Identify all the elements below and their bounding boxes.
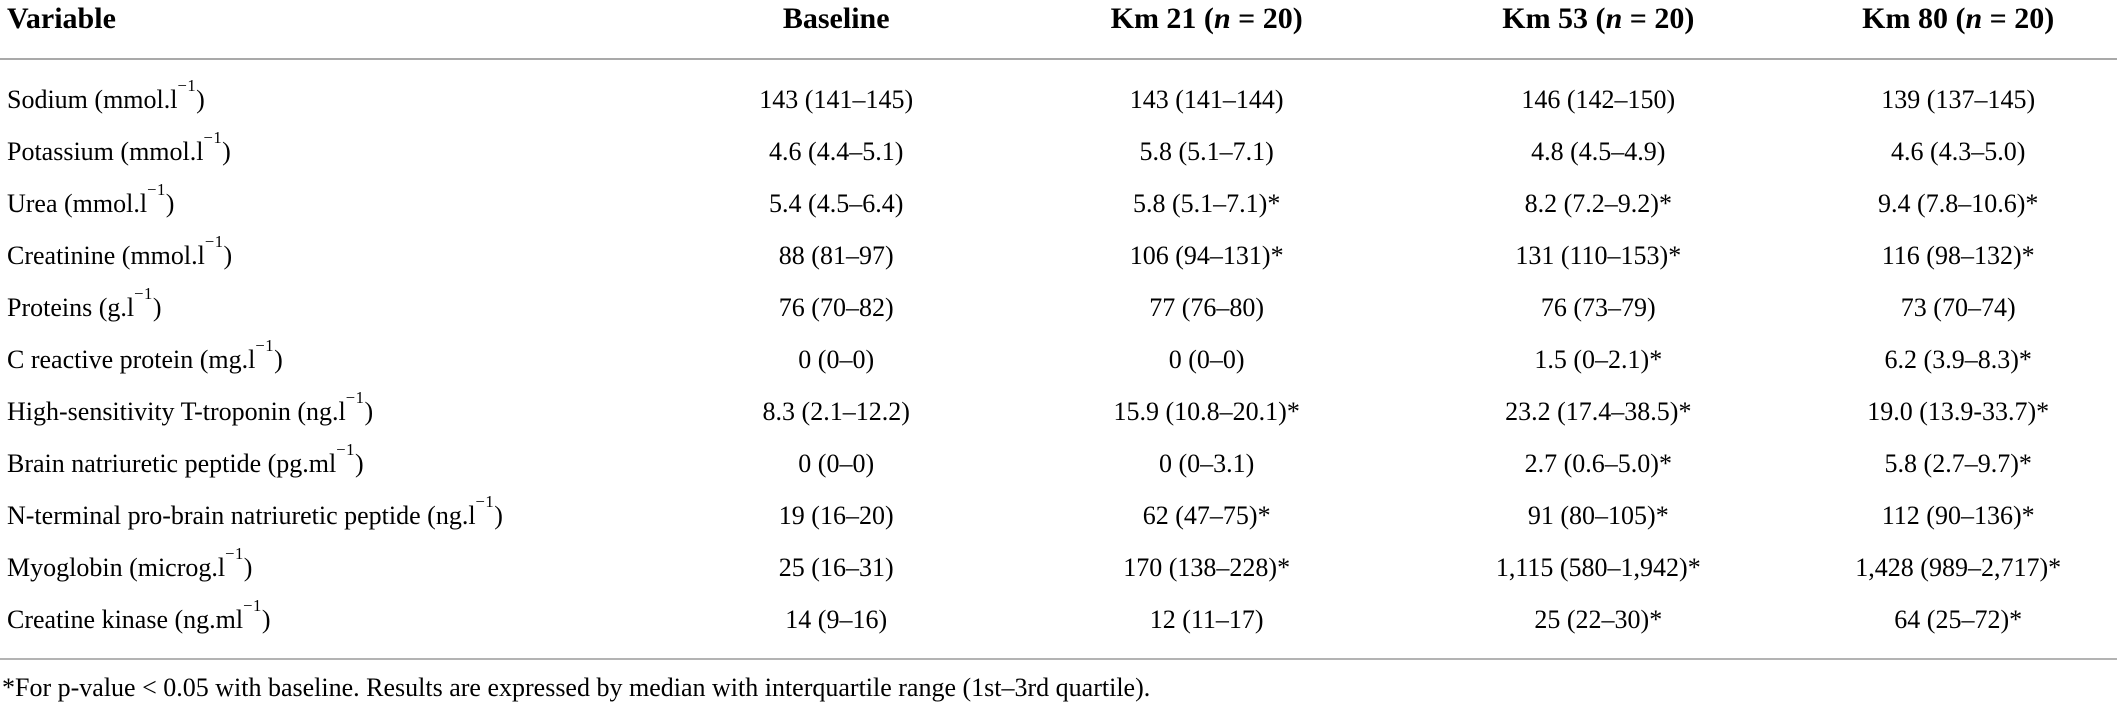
value-cell: 0 (0–0) [1168, 345, 1245, 374]
unit-exponent: −1 [225, 543, 244, 563]
unit-exponent: −1 [177, 75, 197, 95]
table-row: Creatinine (mmol.l−1) 88 (81–97) 106 (94–1… [0, 230, 2117, 282]
variable-cell: Urea (mmol.l−1) [7, 179, 175, 218]
column-header: Baseline [656, 0, 1016, 59]
variable-cell: Sodium (mmol.l−1) [7, 75, 205, 114]
n-symbol: n [1213, 2, 1231, 35]
variable-cell: Brain natriuretic peptide (pg.ml−1) [7, 439, 364, 478]
table-row: Proteins (g.l−1) 76 (70–82) 77 (76–80) 76 (… [0, 282, 2117, 334]
value-cell: 4.8 (4.5–4.9) [1531, 137, 1666, 166]
value-cell: 9.4 (7.8–10.6)* [1878, 189, 2039, 218]
value-cell: 76 (73–79) [1540, 293, 1656, 322]
value-cell: 0 (0–3.1) [1159, 449, 1255, 478]
value-cell: 1,428 (989–2,717)* [1855, 553, 2062, 582]
variable-cell: C reactive protein (mg.l−1) [7, 335, 283, 374]
footnote-text: For p-value < 0.05 with baseline. Result… [15, 673, 1151, 702]
table-row: Potassium (mmol.l−1) 4.6 (4.4–5.1) 5.8 (5.… [0, 126, 2117, 178]
value-cell: 106 (94–131)* [1129, 241, 1284, 270]
table-row: N-terminal pro-brain natriuretic peptide… [0, 490, 2117, 542]
unit-exponent: −1 [255, 335, 275, 355]
unit-exponent: −1 [147, 179, 166, 199]
variable-cell: Creatine kinase (ng.ml−1) [7, 595, 271, 634]
footnote-marker: * [2, 673, 15, 702]
value-cell: 146 (142–150) [1521, 85, 1676, 114]
table-body: Sodium (mmol.l−1) 143 (141–145) 143 (141–1… [0, 59, 2117, 659]
unit-exponent: −1 [134, 283, 153, 303]
value-cell: 1.5 (0–2.1)* [1534, 345, 1663, 374]
value-cell: 62 (47–75)* [1142, 501, 1271, 530]
value-cell: 91 (80–105)* [1527, 501, 1669, 530]
unit-exponent: −1 [243, 595, 262, 615]
column-header: Km 21 (n = 20) [1110, 2, 1303, 35]
value-cell: 25 (16–31) [778, 553, 894, 582]
unit-exponent: −1 [336, 439, 355, 459]
value-cell: 5.8 (5.1–7.1)* [1133, 189, 1281, 218]
value-cell: 5.4 (4.5–6.4) [769, 189, 904, 218]
unit-exponent: −1 [204, 231, 224, 251]
value-cell: 73 (70–74) [1900, 293, 2016, 322]
table-row: Urea (mmol.l−1) 5.4 (4.5–6.4) 5.8 (5.1–7.1… [0, 178, 2117, 230]
column-header: Km 80 (n = 20) [1862, 2, 2055, 35]
value-cell: 143 (141–145) [759, 85, 914, 114]
table-row: Sodium (mmol.l−1) 143 (141–145) 143 (141–1… [0, 59, 2117, 126]
value-cell: 19.0 (13.9-33.7)* [1867, 397, 2050, 426]
value-cell: 6.2 (3.9–8.3)* [1884, 345, 2032, 374]
value-cell: 77 (76–80) [1149, 293, 1265, 322]
value-cell: 8.3 (2.1–12.2) [762, 397, 910, 426]
value-cell: 131 (110–153)* [1515, 241, 1682, 270]
value-cell: 139 (137–145) [1881, 85, 2036, 114]
table-header: Variable Baseline Km 21 (n = 20) Km 53 (n =… [0, 0, 2117, 59]
n-symbol: n [1605, 2, 1623, 35]
value-cell: 88 (81–97) [778, 241, 894, 270]
value-cell: 1,115 (580–1,942)* [1495, 553, 1701, 582]
variable-cell: High-sensitivity T-troponin (ng.l−1) [7, 387, 374, 426]
column-header-variable: Variable [0, 0, 656, 59]
value-cell: 4.6 (4.3–5.0) [1891, 137, 2026, 166]
table-row: C reactive protein (mg.l−1) 0 (0–0) 0 (0–0… [0, 334, 2117, 386]
value-cell: 4.6 (4.4–5.1) [769, 137, 904, 166]
footnote: *For p-value < 0.05 with baseline. Resul… [2, 673, 2117, 703]
unit-exponent: −1 [345, 387, 365, 407]
variable-cell: Myoglobin (microg.l−1) [7, 543, 253, 582]
column-header: Km 53 (n = 20) [1502, 2, 1695, 35]
value-cell: 14 (9–16) [785, 605, 888, 634]
value-cell: 15.9 (10.8–20.1)* [1113, 397, 1300, 426]
value-cell: 0 (0–0) [798, 345, 875, 374]
value-cell: 25 (22–30)* [1534, 605, 1663, 634]
table-row: High-sensitivity T-troponin (ng.l−1) 8.3 … [0, 386, 2117, 438]
variable-cell: N-terminal pro-brain natriuretic peptide… [7, 491, 503, 530]
table-row: Creatine kinase (ng.ml−1) 14 (9–16) 12 (11… [0, 594, 2117, 659]
value-cell: 19 (16–20) [778, 501, 894, 530]
n-symbol: n [1965, 2, 1983, 35]
value-cell: 5.8 (2.7–9.7)* [1884, 449, 2032, 478]
unit-exponent: −1 [203, 127, 223, 147]
variable-cell: Creatinine (mmol.l−1) [7, 231, 233, 270]
column-header-label: Baseline [782, 2, 890, 35]
value-cell: 112 (90–136)* [1881, 501, 2035, 530]
value-cell: 8.2 (7.2–9.2)* [1524, 189, 1672, 218]
value-cell: 5.8 (5.1–7.1) [1139, 137, 1274, 166]
value-cell: 23.2 (17.4–38.5)* [1505, 397, 1692, 426]
value-cell: 170 (138–228)* [1123, 553, 1291, 582]
value-cell: 0 (0–0) [798, 449, 875, 478]
header-row: Variable Baseline Km 21 (n = 20) Km 53 (n =… [0, 0, 2117, 59]
table-row: Myoglobin (microg.l−1) 25 (16–31) 170 (138… [0, 542, 2117, 594]
variable-cell: Potassium (mmol.l−1) [7, 127, 231, 166]
unit-exponent: −1 [475, 491, 495, 511]
value-cell: 64 (25–72)* [1894, 605, 2023, 634]
value-cell: 76 (70–82) [778, 293, 894, 322]
table-row: Brain natriuretic peptide (pg.ml−1) 0 (0–… [0, 438, 2117, 490]
value-cell: 12 (11–17) [1149, 605, 1264, 634]
variable-cell: Proteins (g.l−1) [7, 283, 162, 322]
value-cell: 2.7 (0.6–5.0)* [1524, 449, 1672, 478]
results-table: Variable Baseline Km 21 (n = 20) Km 53 (n =… [0, 0, 2117, 659]
column-header-label: Variable [7, 2, 116, 35]
value-cell: 143 (141–144) [1129, 85, 1284, 114]
value-cell: 116 (98–132)* [1881, 241, 2035, 270]
